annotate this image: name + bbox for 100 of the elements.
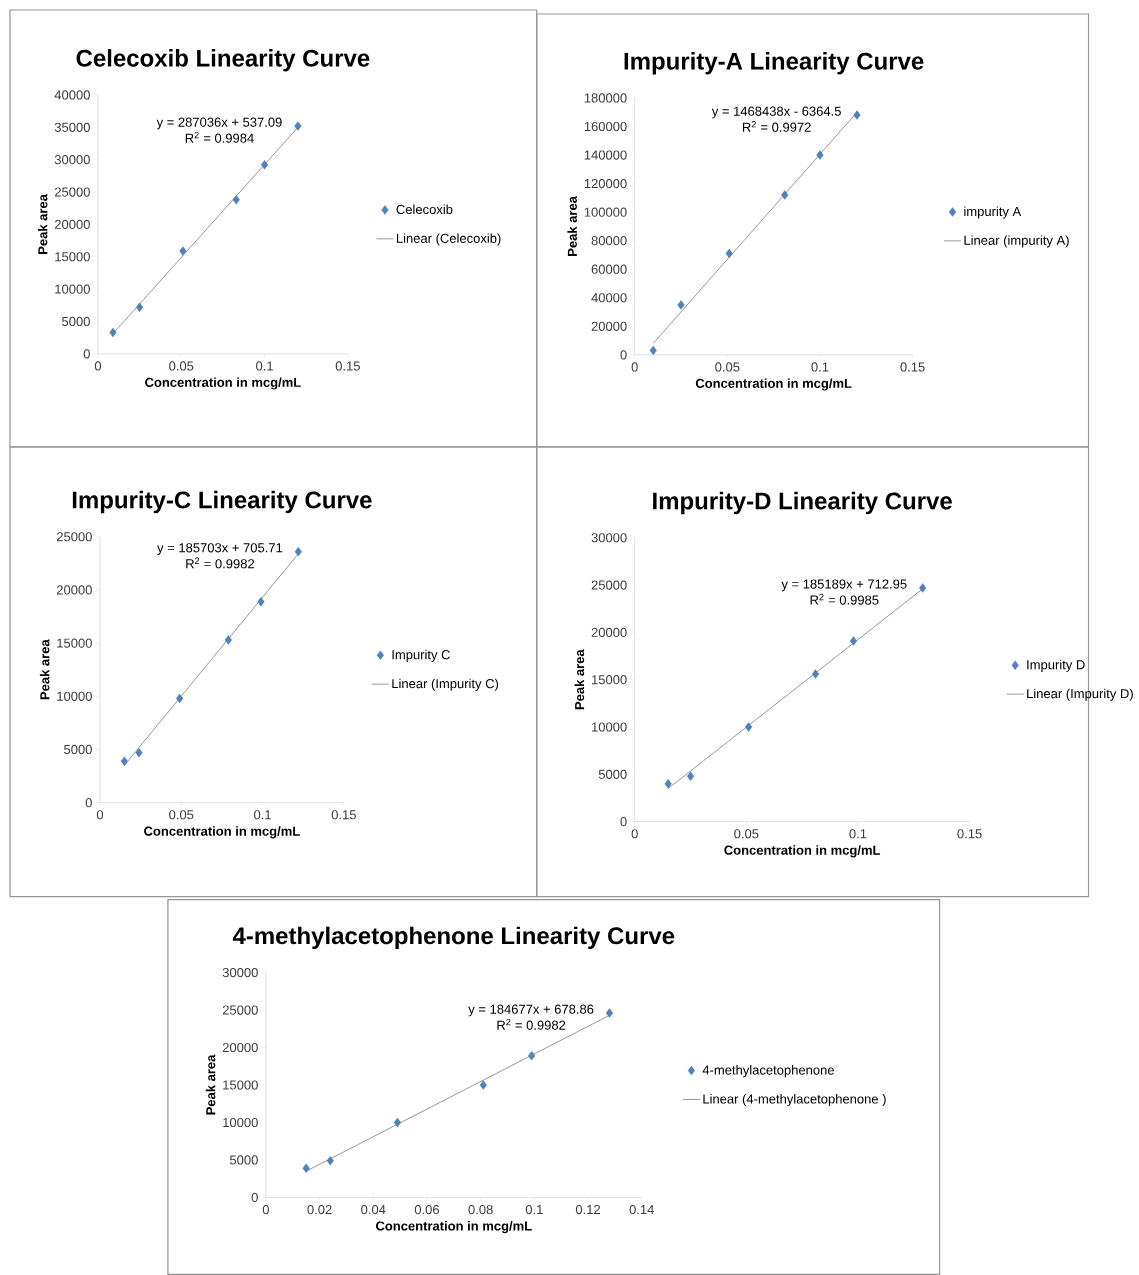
y-tick-label: 20000 [223,1042,258,1053]
point [326,1156,335,1166]
point [294,546,303,557]
y-tick-label: 15000 [57,638,93,648]
point [850,636,858,646]
annotation: y = 1468438x - 6364.5 [711,106,842,119]
legend-label: Impurity C [392,649,451,662]
point [528,1051,536,1061]
y-tick-label: 20000 [55,219,91,229]
point [606,1008,614,1018]
y-tick-label: 20000 [591,321,627,331]
x-tick-label: 0.02 [307,1204,332,1215]
y-tick-label: 20000 [591,627,627,637]
x-tick-label: 0.1 [849,829,867,839]
y-axis-title: Peak area [38,193,48,254]
chart-title: Impurity-D Linearity Curve [653,491,953,515]
legend-label: Linear (Impurity C) [392,678,499,691]
legend-label: Impurity D [1027,659,1085,672]
point [257,596,265,607]
y-tick-label: 25000 [223,1005,258,1015]
y-axis-title: Peak area [574,649,585,710]
legend-label: 4-methylacetophenone [702,1065,835,1078]
y-axis-title: Peak area [567,195,578,256]
y-tick-label: 30000 [222,967,258,978]
point [394,1117,402,1128]
y-tick-label: 10000 [223,1117,258,1128]
x-tick-label: 0.05 [715,362,740,372]
point [664,779,672,789]
annotation: y = 184677x + 678.86 [468,1004,594,1017]
y-tick-label: 40000 [54,90,91,100]
x-axis-title: Concentration in mcg/mL [145,377,301,390]
y-tick-label: 25000 [57,532,93,542]
x-axis-title: Concentration in mcg/mL [376,1221,532,1234]
point [179,246,187,256]
y-tick-label: 0 [83,349,91,359]
y-axis-title: Peak area [205,1054,216,1115]
x-tick-label: 0.14 [629,1204,655,1215]
point [919,583,927,593]
x-axis-title: Concentration in mcg/mL [696,378,852,391]
y-tick-label: 25000 [55,187,91,197]
y-tick-label: 10000 [57,691,93,701]
point [812,669,820,679]
x-tick-label: 0.12 [576,1204,601,1215]
point [853,110,861,120]
x-tick-label: 0 [262,1204,270,1215]
x-tick-label: 0.06 [414,1204,440,1215]
y-tick-label: 0 [620,817,627,827]
point [109,327,117,338]
x-tick-label: 0.15 [335,361,361,371]
chart-title: Impurity-A Linearity Curve [624,52,924,75]
point [135,747,143,758]
y-tick-label: 15000 [223,1080,258,1090]
chart-title: 4-methylacetophenone Linearity Curve [233,926,675,950]
x-tick-label: 0.15 [900,362,925,372]
y-tick-label: 15000 [592,675,627,685]
y-tick-label: 10000 [592,722,627,732]
y-tick-label: 40000 [591,293,627,303]
y-tick-label: 120000 [584,178,627,189]
y-tick-label: 10000 [55,284,91,294]
point [224,635,233,645]
y-tick-label: 140000 [584,150,627,160]
y-tick-label: 5000 [62,316,91,327]
point [687,771,695,781]
x-tick-label: 0 [631,362,638,372]
x-tick-label: 0.1 [254,810,272,820]
point [745,722,753,732]
point [816,150,824,160]
annotation: R$^{2}$ = 0.9985 [810,593,879,605]
x-tick-label: 0 [97,810,104,820]
y-tick-label: 0 [85,798,93,808]
x-tick-label: 0.05 [734,829,759,839]
x-tick-label: 0.1 [811,362,829,372]
point [232,195,240,205]
annotation: R$^{2}$ = 0.9984 [185,131,254,143]
point [302,1163,310,1173]
point [136,302,144,312]
point [649,345,657,356]
y-tick-label: 160000 [584,121,627,132]
x-tick-label: 0.04 [361,1204,386,1215]
x-tick-label: 0.15 [331,810,357,820]
y-tick-label: 0 [251,1192,258,1203]
annotation: R$^{2}$ = 0.9982 [186,557,255,569]
annotation: R$^{2}$ = 0.9982 [497,1018,566,1030]
x-tick-label: 0.15 [957,829,982,839]
point [261,160,269,170]
y-tick-label: 30000 [591,533,627,543]
y-tick-label: 35000 [54,122,91,132]
point [294,121,302,131]
y-tick-label: 15000 [55,252,91,262]
x-axis-title: Concentration in mcg/mL [144,826,300,839]
y-tick-label: 80000 [591,236,627,246]
legend-label: impurity A [964,206,1022,219]
y-tick-label: 25000 [591,580,627,590]
x-tick-label: 0.05 [169,810,194,820]
point [781,190,789,200]
y-tick-label: 0 [620,350,627,360]
y-tick-label: 30000 [54,155,91,165]
legend-label: Linear (Celecoxib) [397,233,501,246]
y-tick-label: 100000 [584,207,627,217]
y-tick-label: 60000 [591,264,627,274]
